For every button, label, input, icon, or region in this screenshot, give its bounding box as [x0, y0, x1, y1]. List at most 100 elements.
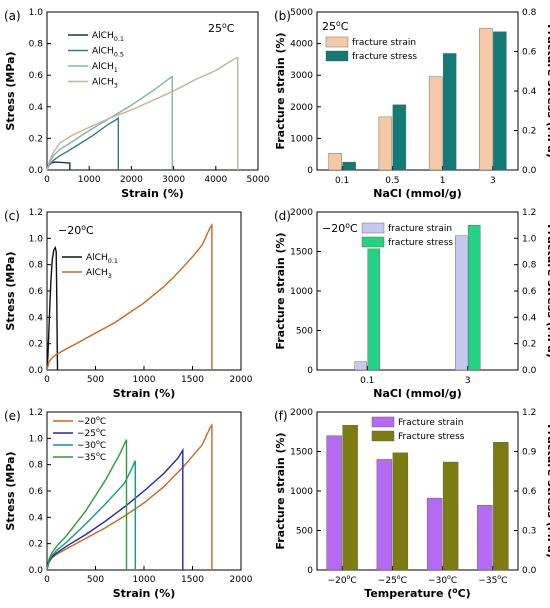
- legend-label: Fracture strain: [398, 418, 463, 428]
- y-tick-label: 0.0: [29, 166, 44, 176]
- y-tick-label: 1.0: [29, 8, 44, 18]
- bar: [354, 361, 367, 371]
- legend-label: AlCH0.1: [86, 253, 118, 265]
- x-tick-label: 1: [440, 176, 446, 186]
- bar: [342, 161, 356, 171]
- x-tick-label: 3: [465, 376, 471, 386]
- series-line: [46, 447, 184, 571]
- x-tick-label: 500: [87, 575, 104, 585]
- y-tick-label: 0.6: [29, 487, 44, 497]
- y-tick-label: 0.2: [29, 340, 43, 350]
- bar: [426, 497, 443, 571]
- y-axis-label: Stress (MPa): [4, 451, 17, 530]
- y2-tick-label: 0.0: [522, 566, 537, 576]
- legend-swatch: [361, 222, 385, 234]
- x-tick-label: 500: [87, 375, 104, 385]
- temperature-annotation: −20oC: [322, 221, 358, 235]
- y-tick-label: 1.0: [29, 234, 44, 244]
- legend-label: AlCH0.1: [92, 31, 124, 43]
- legend-label: −20oC: [77, 415, 106, 427]
- y-tick-label: 2000: [290, 408, 313, 418]
- legend-label: Fracture stress: [398, 432, 465, 442]
- plot-frame: [316, 211, 519, 371]
- legend-label: fracture stress: [352, 52, 417, 62]
- panel-c: (c) 0.0 0.2 0.4 0.6 0.8 1.0 1.2 0 500 1000 1500 2000…: [4, 208, 253, 400]
- x-tick-label: 3000: [162, 175, 185, 185]
- legend-label: −30oC: [77, 439, 106, 451]
- panel-label: (a): [4, 9, 21, 23]
- x-tick-label: 2000: [230, 575, 253, 585]
- y-tick-label: 1000: [290, 287, 313, 297]
- y-tick-label: 1.2: [29, 408, 43, 418]
- x-tick-label: 3: [490, 176, 496, 186]
- y-axis-label: Stress (MPa): [4, 251, 17, 330]
- y-tick-label: 0.6: [29, 287, 44, 297]
- x-tick-label: 0.1: [335, 176, 349, 186]
- y-tick-label: 0: [307, 166, 313, 176]
- legend-label: AlCH1: [92, 62, 118, 74]
- panel-label: (e): [4, 409, 21, 423]
- bar: [442, 53, 457, 171]
- y2-tick-label: 0.6: [522, 287, 537, 297]
- x-tick-label: 4000: [204, 175, 227, 185]
- y2-tick-label: 0.0: [522, 166, 537, 176]
- y2-tick-label: 0.6: [522, 48, 537, 58]
- y-tick-label: 1000: [290, 134, 313, 144]
- temperature-annotation: 25oC: [208, 21, 235, 35]
- bar: [378, 116, 393, 171]
- series-line: [46, 223, 213, 371]
- x-tick-label: 1000: [133, 375, 156, 385]
- panel-d: (d) 0 500 1000 1500 2000 0.0 0.2 0.4 0.6 0.8 1.0 1.2…: [274, 208, 550, 400]
- y-tick-label: 0: [307, 366, 313, 376]
- legend-label: fracture stress: [388, 238, 453, 248]
- y-axis-label: Fracture strain (%): [274, 232, 287, 349]
- panel-e: (e) 0.0 0.2 0.4 0.6 0.8 1.0 1.2 0 500 1000 1500 2000…: [4, 408, 253, 600]
- bar: [479, 28, 493, 171]
- bar: [326, 435, 342, 571]
- y2-tick-label: 0.3: [522, 527, 536, 537]
- y-tick-label: 1.0: [29, 434, 44, 444]
- series-line: [46, 245, 59, 371]
- y2-tick-label: 0.9: [522, 448, 537, 458]
- y-tick-label: 5000: [290, 8, 313, 18]
- y-axis-label: Stress (MPa): [4, 51, 17, 130]
- legend-swatch: [325, 50, 349, 62]
- temperature-annotation: 25oC: [322, 19, 349, 33]
- y2-tick-label: 0.8: [522, 261, 537, 271]
- y-axis-label: Fracture strain (%): [274, 32, 287, 149]
- y-tick-label: 0.8: [29, 461, 44, 471]
- bar: [392, 452, 409, 571]
- x-tick-label: 0: [44, 175, 50, 185]
- legend-swatch: [361, 236, 385, 248]
- x-tick-label: −35oC: [478, 574, 507, 586]
- x-tick-label: 2000: [230, 375, 253, 385]
- y2-tick-label: 0.4: [522, 313, 537, 323]
- panel-label: (d): [274, 209, 291, 223]
- y2-tick-label: 0.2: [522, 340, 536, 350]
- bar: [342, 424, 358, 571]
- series-line: [46, 116, 119, 171]
- x-axis-label: Strain (%): [113, 587, 176, 600]
- x-tick-label: 1500: [181, 375, 204, 385]
- x-tick-label: −30oC: [428, 574, 457, 586]
- panel-label: (c): [4, 209, 20, 223]
- panel-label: (b): [274, 9, 291, 23]
- y-tick-label: 0.0: [29, 566, 44, 576]
- bar: [392, 104, 407, 171]
- y-tick-label: 0.0: [29, 366, 44, 376]
- bar: [493, 442, 509, 571]
- x-tick-label: −20oC: [328, 574, 357, 586]
- y2-tick-label: 0.8: [522, 8, 537, 18]
- bar: [328, 153, 342, 171]
- panel-label: (f): [274, 409, 288, 423]
- y-tick-label: 1500: [290, 248, 313, 258]
- y-tick-label: 0.2: [29, 540, 43, 550]
- legend-swatch: [371, 416, 395, 428]
- y2-tick-label: 0.4: [522, 87, 537, 97]
- legend-label: AlCH0.5: [92, 47, 124, 59]
- legend-label: AlCH3: [86, 268, 112, 280]
- series-line: [46, 439, 128, 571]
- temperature-annotation: −20oC: [58, 223, 94, 237]
- y-tick-label: 0.4: [29, 313, 44, 323]
